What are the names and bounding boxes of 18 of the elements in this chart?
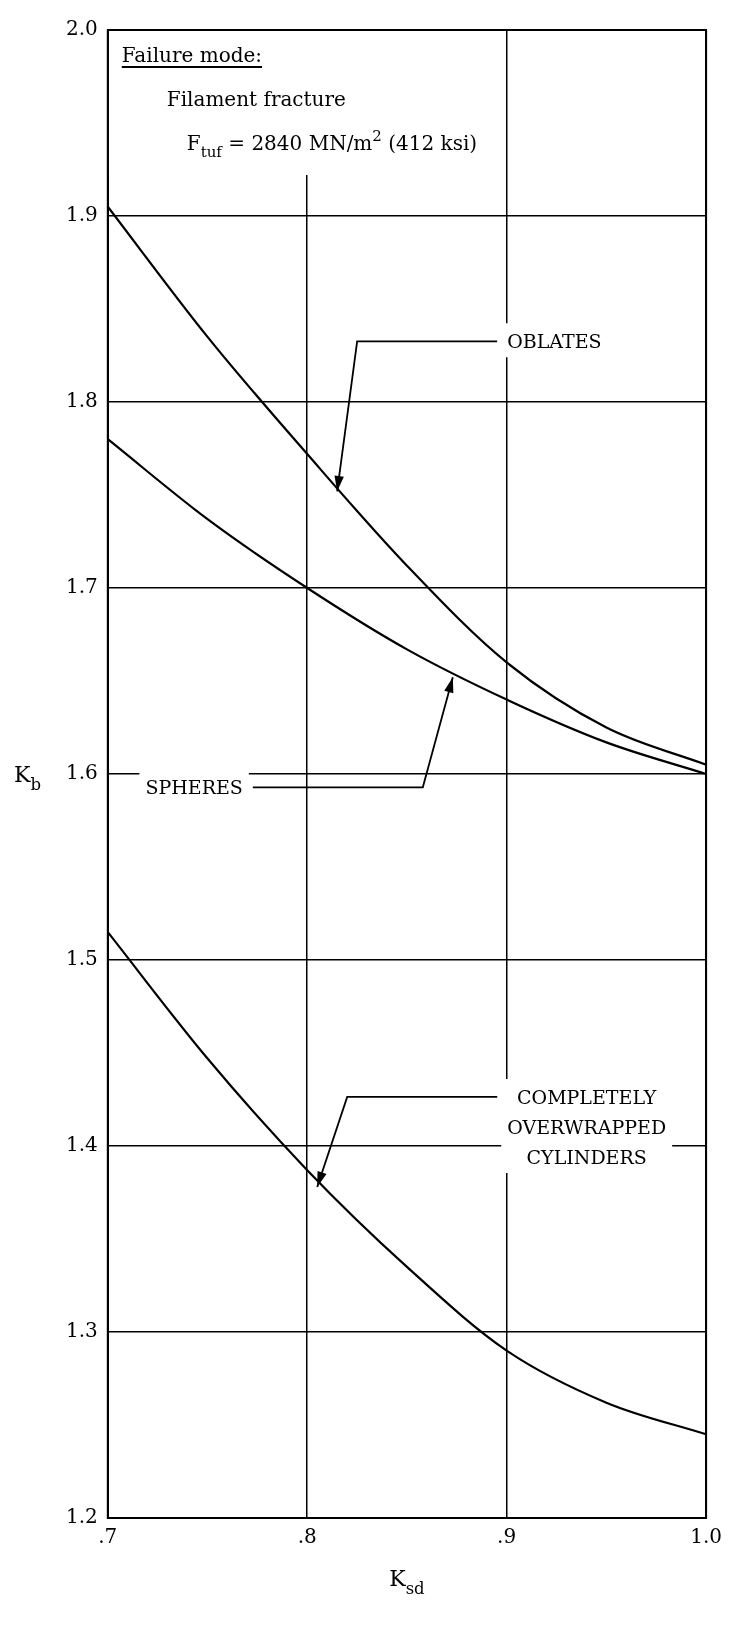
y-tick-label: 1.4: [65, 1132, 98, 1157]
y-tick-label: 1.9: [65, 202, 98, 227]
x-tick-label: 1.0: [690, 1524, 722, 1549]
x-tick-label: .8: [297, 1524, 317, 1549]
x-tick-label: .7: [98, 1524, 118, 1549]
annotation: SPHERES: [145, 776, 243, 799]
y-tick-label: 1.2: [65, 1504, 98, 1529]
y-tick-label: 1.5: [65, 946, 98, 971]
y-tick-label: 2.0: [65, 16, 98, 41]
annotation: COMPLETELY OVERWRAPPED CYLINDERS: [507, 1085, 667, 1168]
y-tick-label: 1.7: [65, 574, 98, 599]
annotation: Filament fracture: [166, 87, 346, 111]
annotation: Failure mode:: [121, 43, 263, 67]
x-tick-label: .9: [497, 1524, 517, 1549]
y-tick-label: 1.6: [65, 760, 98, 785]
y-tick-label: 1.8: [65, 388, 98, 413]
y-tick-label: 1.3: [65, 1318, 98, 1343]
annotation: OBLATES: [507, 330, 602, 353]
